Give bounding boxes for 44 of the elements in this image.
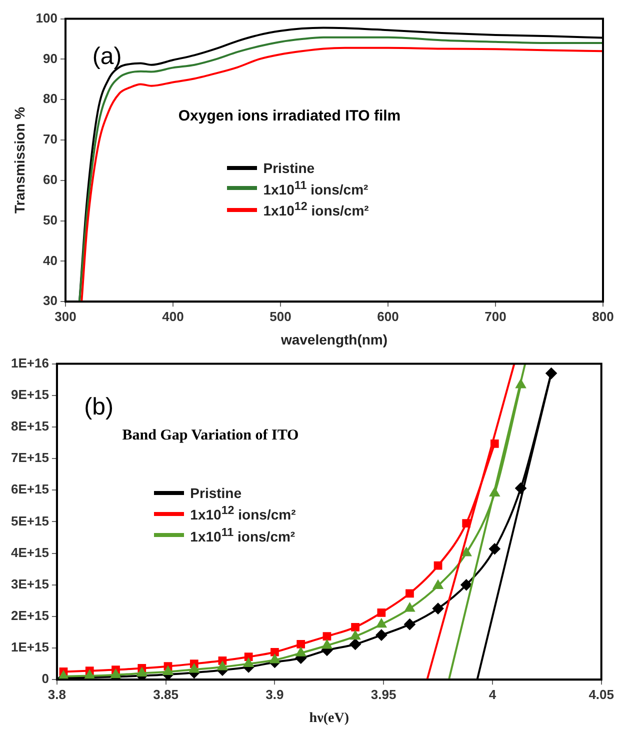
legend-label: Pristine — [190, 485, 242, 502]
y-tick-label: 1E+15 — [11, 640, 49, 655]
y-tick-label: 100 — [36, 10, 58, 26]
x-tick-label: 4.05 — [588, 686, 614, 702]
y-tick-label: 40 — [43, 252, 58, 268]
y-tick-label: 90 — [43, 50, 58, 66]
y-tick-label: 6E+15 — [11, 482, 49, 497]
annotation: (b) — [84, 393, 114, 420]
y-tick-label: 7E+15 — [11, 450, 49, 466]
legend-label: 1x10$^{11}$ ions/cm² — [190, 526, 296, 545]
x-tick-label: 600 — [377, 308, 399, 324]
x-tick-label: 3.95 — [370, 686, 396, 702]
x-tick-label: 300 — [54, 308, 76, 324]
legend-label: 1x10$^{11}$ ions/cm² — [263, 178, 368, 198]
x-axis-title: hν(eV) — [309, 711, 350, 726]
annotation: (a) — [92, 43, 122, 70]
y-tick-label: 0 — [42, 671, 49, 686]
x-tick-label: 700 — [484, 308, 506, 324]
y-tick-label: 3E+15 — [11, 576, 49, 592]
y-tick-label: 1E+16 — [11, 355, 49, 370]
y-tick-label: 60 — [43, 172, 58, 187]
y-tick-label: 2E+15 — [11, 608, 49, 624]
x-tick-label: 800 — [592, 308, 614, 324]
x-tick-label: 4 — [488, 686, 497, 702]
y-axis-title: Transmission % — [11, 106, 28, 214]
x-tick-label: 3.85 — [153, 686, 178, 702]
y-tick-label: 8E+15 — [11, 418, 49, 434]
y-tick-label: 30 — [43, 293, 58, 308]
y-tick-label: 70 — [43, 132, 58, 147]
y-tick-label: 4E+15 — [11, 544, 49, 560]
x-tick-label: 400 — [162, 308, 184, 324]
legend-label: 1x10$^{12}$ ions/cm² — [190, 504, 296, 523]
legend-label: Pristine — [263, 160, 315, 176]
text: Band Gap Variation of ITO — [122, 428, 299, 444]
legend-label: 1x10$^{12}$ ions/cm² — [263, 200, 369, 220]
x-tick-label: 3.8 — [48, 686, 66, 702]
text: Oxygen ions irradiated ITO film — [178, 108, 401, 125]
x-tick-label: 3.9 — [266, 686, 284, 702]
y-tick-label: 9E+15 — [11, 386, 49, 402]
y-tick-label: 50 — [43, 212, 58, 228]
y-tick-label: 5E+15 — [11, 513, 49, 528]
y-tick-label: 80 — [43, 91, 58, 106]
x-tick-label: 500 — [270, 308, 292, 324]
x-axis-title: wavelength(nm) — [280, 331, 388, 348]
